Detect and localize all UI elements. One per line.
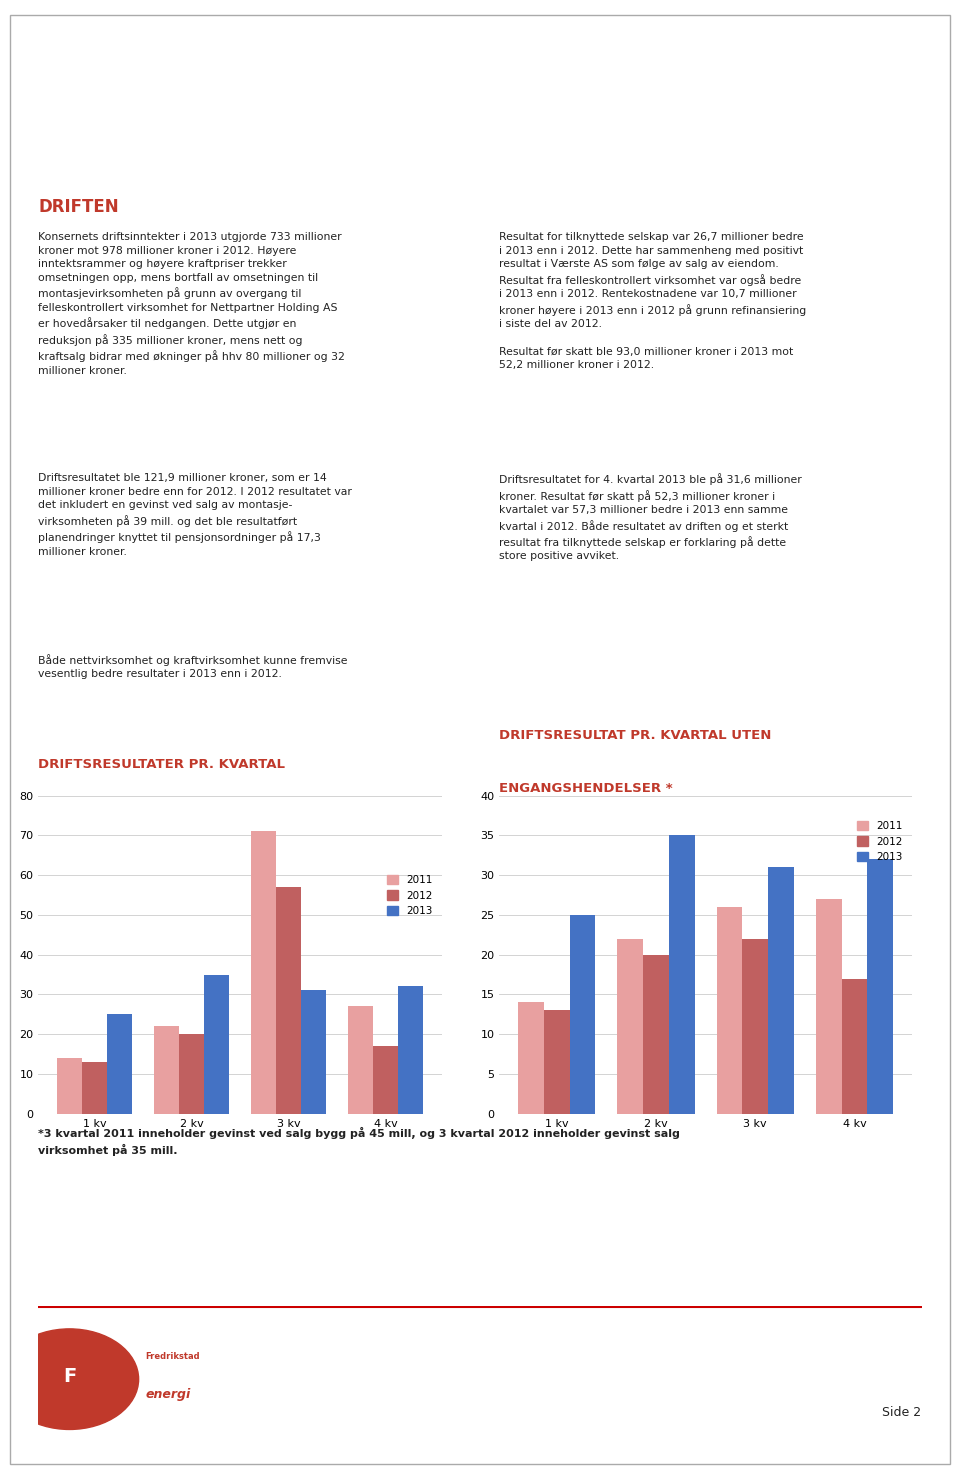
Text: HOVEDPUNKTER 2013: HOVEDPUNKTER 2013	[256, 46, 704, 80]
Bar	[154, 1026, 179, 1114]
Text: DRIFTEN: DRIFTEN	[38, 198, 119, 216]
Bar	[816, 899, 842, 1114]
Text: ENGANGSHENDELSER *: ENGANGSHENDELSER *	[499, 782, 673, 796]
Bar	[251, 831, 276, 1114]
Bar	[842, 979, 868, 1114]
Bar	[617, 939, 643, 1114]
Bar	[868, 859, 893, 1114]
Bar	[82, 1062, 108, 1114]
Text: Både nettvirksomhet og kraftvirksomhet kunne fremvise
vesentlig bedre resultater: Både nettvirksomhet og kraftvirksomhet k…	[38, 654, 348, 679]
Text: Fredrikstad: Fredrikstad	[146, 1352, 201, 1361]
Bar	[518, 1003, 543, 1114]
Bar	[372, 1046, 398, 1114]
Text: Driftsresultatet ble 121,9 millioner kroner, som er 14
millioner kroner bedre en: Driftsresultatet ble 121,9 millioner kro…	[38, 473, 352, 556]
Circle shape	[0, 1328, 138, 1429]
Text: *3 kvartal 2011 inneholder gevinst ved salg bygg på 45 mill, og 3 kvartal 2012 i: *3 kvartal 2011 inneholder gevinst ved s…	[38, 1127, 681, 1155]
Text: DRIFTSRESULTATER PR. KVARTAL: DRIFTSRESULTATER PR. KVARTAL	[38, 757, 285, 771]
Bar	[643, 955, 669, 1114]
Bar	[108, 1015, 132, 1114]
Bar	[742, 939, 768, 1114]
Bar	[569, 916, 595, 1114]
Bar	[348, 1006, 372, 1114]
Bar	[716, 907, 742, 1114]
Text: Resultat for tilknyttede selskap var 26,7 millioner bedre
i 2013 enn i 2012. Det: Resultat for tilknyttede selskap var 26,…	[499, 232, 806, 370]
Bar	[301, 991, 326, 1114]
Bar	[204, 975, 229, 1114]
Text: F: F	[62, 1367, 76, 1386]
Text: Side 2: Side 2	[882, 1407, 922, 1418]
Text: Konsernets driftsinntekter i 2013 utgjorde 733 millioner
kroner mot 978 millione: Konsernets driftsinntekter i 2013 utgjor…	[38, 232, 346, 376]
Bar	[543, 1010, 569, 1114]
Bar	[179, 1034, 204, 1114]
Bar	[768, 867, 794, 1114]
Text: Driftsresultatet for 4. kvartal 2013 ble på 31,6 millioner
kroner. Resultat før : Driftsresultatet for 4. kvartal 2013 ble…	[499, 473, 802, 562]
Legend: 2011, 2012, 2013: 2011, 2012, 2013	[383, 871, 437, 920]
Bar	[669, 836, 695, 1114]
Bar	[398, 986, 423, 1114]
Bar	[276, 887, 301, 1114]
Text: energi: energi	[146, 1387, 191, 1401]
Legend: 2011, 2012, 2013: 2011, 2012, 2013	[853, 816, 907, 867]
Text: DRIFTSRESULTAT PR. KVARTAL UTEN: DRIFTSRESULTAT PR. KVARTAL UTEN	[499, 729, 772, 742]
Bar	[57, 1057, 82, 1114]
